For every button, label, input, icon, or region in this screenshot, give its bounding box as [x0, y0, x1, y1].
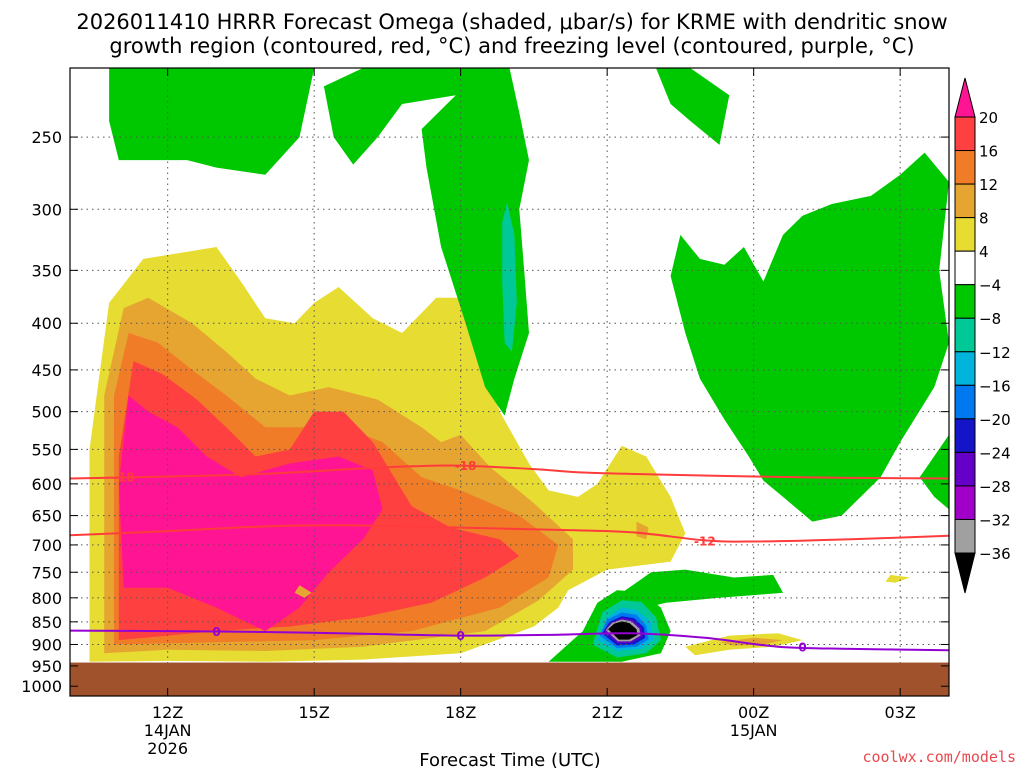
ytick-label-450: 450: [31, 361, 62, 380]
contour-layer: [70, 464, 949, 652]
ytick-label-700: 700: [31, 536, 62, 555]
colorbar-swatch-4: [954, 217, 976, 252]
colorbar-label-9: −20: [979, 411, 1011, 429]
colorbar-swatch-3: [954, 183, 976, 219]
omega-region-18: [608, 621, 638, 640]
contour-labels: -18 -18 -12 0 0 0: [113, 459, 807, 655]
ytick-label-600: 600: [31, 475, 62, 494]
colorbar-label-8: −16: [979, 377, 1011, 395]
colorbar-swatch-6: [954, 284, 976, 319]
xtick-sub2-12Z: 2026: [147, 739, 188, 758]
colorbar-label-1: 16: [979, 143, 998, 161]
colorbar-label-0: 20: [979, 109, 998, 127]
colorbar-label-10: −24: [979, 444, 1011, 462]
chart-title-line1: 2026011410 HRRR Forecast Omega (shaded, …: [76, 10, 947, 34]
colorbar-label-5: −4: [979, 277, 1001, 295]
colorbar-label-12: −32: [979, 511, 1011, 529]
omega-region-6: [323, 68, 529, 416]
y-axis: 250 300 350 400 450 500 550 600 650 700 750 800 850 9…: [21, 128, 949, 696]
ytick-label-400: 400: [31, 314, 62, 333]
ytick-label-750: 750: [31, 563, 62, 582]
colorbar-label-13: −36: [979, 545, 1011, 563]
colorbar: 20 16 12 8 4 −4 −8 −12 −16 −20 −24 −28 −32 −36: [954, 77, 1011, 594]
omega-region-8: [670, 152, 949, 522]
ytick-label-650: 650: [31, 507, 62, 526]
contour-label-0: -18: [113, 471, 135, 485]
contour-label-4: 0: [456, 629, 464, 643]
colorbar-swatch-9: [954, 384, 976, 420]
chart-title-line2: growth region (contoured, red, °C) and f…: [109, 34, 914, 58]
ytick-label-900: 900: [31, 635, 62, 654]
gridlines: [70, 68, 949, 663]
omega-region-22: [294, 585, 312, 598]
omega-region-20: [719, 637, 783, 646]
colorbar-swatch-2: [954, 150, 976, 185]
xtick-label-21Z: 21Z: [592, 703, 623, 722]
omega-shaded-layer: [89, 68, 949, 662]
colorbar-top-arrow: [954, 77, 976, 118]
omega-region-21: [885, 574, 910, 583]
omega-region-4: [118, 395, 383, 632]
omega-region-10: [621, 569, 783, 608]
contour-line-0: [70, 464, 949, 480]
contour-label-1: -18: [455, 459, 477, 473]
colorbar-label-7: −12: [979, 344, 1011, 362]
colorbar-swatch-13: [954, 518, 976, 554]
ytick-label-550: 550: [31, 440, 62, 459]
contour-line-2: [70, 629, 949, 652]
colorbar-bottom-arrow: [954, 552, 976, 594]
colorbar-label-2: 12: [979, 176, 998, 194]
colorbar-swatch-12: [954, 485, 976, 520]
omega-region-5: [109, 68, 315, 175]
omega-region-7: [656, 68, 730, 145]
contour-label-5: 0: [798, 641, 806, 655]
xtick-label-12Z: 12Z: [152, 703, 183, 722]
ytick-label-850: 850: [31, 613, 62, 632]
xtick-label-03Z: 03Z: [885, 703, 916, 722]
colorbar-label-11: −28: [979, 478, 1011, 496]
contour-label-2: -12: [694, 534, 716, 548]
ytick-label-800: 800: [31, 589, 62, 608]
ytick-label-300: 300: [31, 200, 62, 219]
colorbar-swatch-7: [954, 317, 976, 353]
xtick-label-00Z: 00Z: [738, 703, 769, 722]
omega-region-23: [636, 521, 649, 540]
colorbar-swatch-11: [954, 451, 976, 487]
colorbar-label-4: 4: [979, 243, 989, 261]
colorbar-swatch-1: [954, 116, 976, 152]
contour-label-3: 0: [212, 625, 220, 639]
xtick-label-18Z: 18Z: [445, 703, 476, 722]
ytick-label-1000: 1000: [21, 677, 62, 696]
xtick-sub1-00Z: 15JAN: [730, 721, 778, 740]
colorbar-swatch-5: [954, 250, 976, 286]
terrain-layer: [70, 662, 949, 696]
colorbar-swatch-8: [954, 351, 976, 386]
xtick-label-15Z: 15Z: [299, 703, 330, 722]
ytick-label-350: 350: [31, 261, 62, 280]
colorbar-label-3: 8: [979, 210, 989, 228]
x-axis-label: Forecast Time (UTC): [419, 750, 600, 768]
ytick-label-500: 500: [31, 403, 62, 422]
watermark: coolwx.com/models: [862, 748, 1016, 766]
omega-region-24: [502, 202, 517, 352]
omega-region-9: [919, 434, 949, 510]
ytick-label-250: 250: [31, 128, 62, 147]
terrain-below-ground: [70, 662, 949, 696]
ytick-label-950: 950: [31, 657, 62, 676]
colorbar-label-6: −8: [979, 310, 1001, 328]
plot-frame: [69, 67, 950, 697]
colorbar-swatch-10: [954, 418, 976, 453]
xtick-sub1-12Z: 14JAN: [144, 721, 192, 740]
contour-line-1: [70, 524, 949, 543]
